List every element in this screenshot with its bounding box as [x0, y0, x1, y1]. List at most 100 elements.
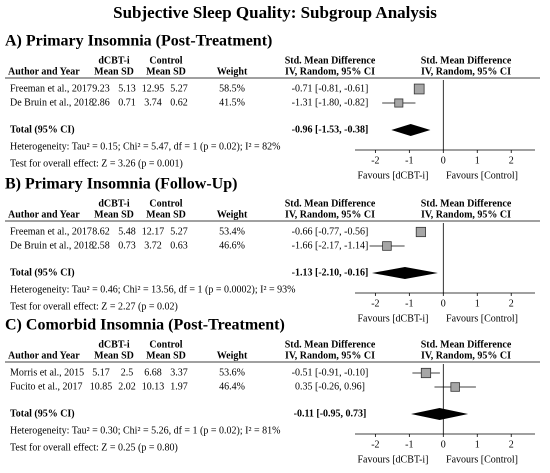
- favours-label: Favours [Control]: [446, 313, 518, 324]
- column-header: IV, Random, 95% CI: [285, 350, 375, 361]
- column-header: IV, Random, 95% CI: [421, 209, 511, 220]
- overall-test: Test for overall effect: Z = 3.26 (p = 0…: [10, 158, 183, 169]
- cell: 5.48: [118, 226, 136, 237]
- x-tick-label: -2: [371, 155, 379, 166]
- column-header: Control: [149, 339, 182, 350]
- x-tick-label: 1: [475, 439, 480, 450]
- total-diamond: [411, 408, 469, 420]
- x-tick-label: 2: [509, 439, 514, 450]
- cell: 58.5%: [219, 83, 245, 94]
- column-header: IV, Random, 95% CI: [285, 209, 375, 220]
- cell: 53.6%: [219, 367, 245, 378]
- total-ci: -0.11 [-0.95, 0.73]: [294, 408, 367, 419]
- x-tick-label: -1: [405, 439, 413, 450]
- column-header: Weight: [217, 350, 248, 361]
- study-name: Freeman et al., 2017: [10, 83, 92, 94]
- cell: 12.17: [142, 226, 165, 237]
- favours-label: Favours [Control]: [446, 454, 518, 465]
- favours-label: Favours [dCBT-i]: [357, 313, 428, 324]
- column-header: Author and Year: [8, 209, 80, 220]
- cell: -1.31 [-1.80, -0.82]: [292, 97, 369, 108]
- total-label: Total (95% CI): [10, 267, 75, 278]
- cell: 8.62: [92, 226, 110, 237]
- column-header: IV, Random, 95% CI: [421, 350, 511, 361]
- x-tick-label: -2: [371, 439, 379, 450]
- cell: -0.66 [-0.77, -0.56]: [292, 226, 369, 237]
- panel-title: B) Primary Insomnia (Follow-Up): [5, 176, 237, 193]
- x-tick-label: 2: [509, 298, 514, 309]
- column-header: Std. Mean Difference: [421, 55, 512, 66]
- cell: 0.35 [-0.26, 0.96]: [295, 381, 365, 392]
- x-tick-label: -1: [405, 298, 413, 309]
- total-diamond: [371, 267, 438, 279]
- column-header: Std. Mean Difference: [421, 198, 512, 209]
- cell: 3.37: [170, 367, 188, 378]
- cell: 3.72: [144, 240, 162, 251]
- cell: -0.71 [-0.81, -0.61]: [292, 83, 369, 94]
- column-header: Mean SD: [94, 350, 134, 361]
- overall-test: Test for overall effect: Z = 2.27 (p = 0…: [10, 301, 178, 312]
- panel-title: C) Comorbid Insomnia (Post-Treatment): [5, 317, 285, 334]
- cell: 46.4%: [219, 381, 245, 392]
- favours-label: Favours [Control]: [446, 170, 518, 181]
- study-name: De Bruin et al., 2018: [10, 240, 94, 251]
- column-header: dCBT-i: [98, 198, 130, 209]
- column-header: Mean SD: [94, 66, 134, 77]
- cell: 3.74: [144, 97, 162, 108]
- cell: 0.71: [118, 97, 136, 108]
- cell: 2.5: [121, 367, 134, 378]
- effect-square: [420, 367, 432, 379]
- column-header: Author and Year: [8, 66, 80, 77]
- column-header: dCBT-i: [98, 339, 130, 350]
- overall-test: Test for overall effect: Z = 0.25 (p = 0…: [10, 442, 178, 453]
- cell: 12.95: [142, 83, 165, 94]
- column-header: Control: [149, 55, 182, 66]
- column-header: IV, Random, 95% CI: [285, 66, 375, 77]
- cell: 5.17: [92, 367, 110, 378]
- cell: 5.13: [118, 83, 136, 94]
- cell: 10.13: [142, 381, 165, 392]
- effect-square: [394, 98, 404, 108]
- column-header: dCBT-i: [98, 55, 130, 66]
- study-name: Freeman et al., 2017: [10, 226, 92, 237]
- effect-square: [450, 382, 460, 392]
- cell: -0.51 [-0.91, -0.10]: [292, 367, 369, 378]
- cell: 0.63: [170, 240, 188, 251]
- x-tick-label: 0: [441, 155, 446, 166]
- column-header: Author and Year: [8, 350, 80, 361]
- total-ci: -0.96 [-1.53, -0.38]: [292, 124, 369, 135]
- cell: 41.5%: [219, 97, 245, 108]
- study-name: Fucito et al., 2017: [10, 381, 83, 392]
- column-header: Mean SD: [94, 209, 134, 220]
- cell: 46.6%: [219, 240, 245, 251]
- x-tick-label: -1: [405, 155, 413, 166]
- heterogeneity: Heterogeneity: Tau² = 0.15; Chi² = 5.47,…: [10, 141, 280, 152]
- cell: 0.73: [118, 240, 136, 251]
- column-header: Std. Mean Difference: [285, 55, 376, 66]
- column-header: Std. Mean Difference: [285, 198, 376, 209]
- column-header: Weight: [217, 66, 248, 77]
- total-label: Total (95% CI): [10, 408, 75, 419]
- cell: 5.27: [170, 226, 188, 237]
- favours-label: Favours [dCBT-i]: [357, 454, 428, 465]
- x-tick-label: 1: [475, 155, 480, 166]
- column-header: Control: [149, 198, 182, 209]
- column-header: IV, Random, 95% CI: [421, 66, 511, 77]
- total-ci: -1.13 [-2.10, -0.16]: [292, 267, 369, 278]
- study-name: De Bruin et al., 2018: [10, 97, 94, 108]
- figure-title: Subjective Sleep Quality: Subgroup Analy…: [113, 3, 437, 22]
- cell: 2.86: [92, 97, 110, 108]
- cell: 2.02: [118, 381, 136, 392]
- x-tick-label: 0: [441, 439, 446, 450]
- total-label: Total (95% CI): [10, 124, 75, 135]
- column-header: Std. Mean Difference: [421, 339, 512, 350]
- cell: 1.97: [170, 381, 188, 392]
- effect-square: [415, 226, 426, 238]
- column-header: Mean SD: [146, 209, 186, 220]
- cell: 5.27: [170, 83, 188, 94]
- heterogeneity: Heterogeneity: Tau² = 0.46; Chi² = 13.56…: [10, 284, 295, 295]
- cell: 2.58: [92, 240, 110, 251]
- cell: 9.23: [92, 83, 110, 94]
- panel-title: A) Primary Insomnia (Post-Treatment): [5, 33, 272, 50]
